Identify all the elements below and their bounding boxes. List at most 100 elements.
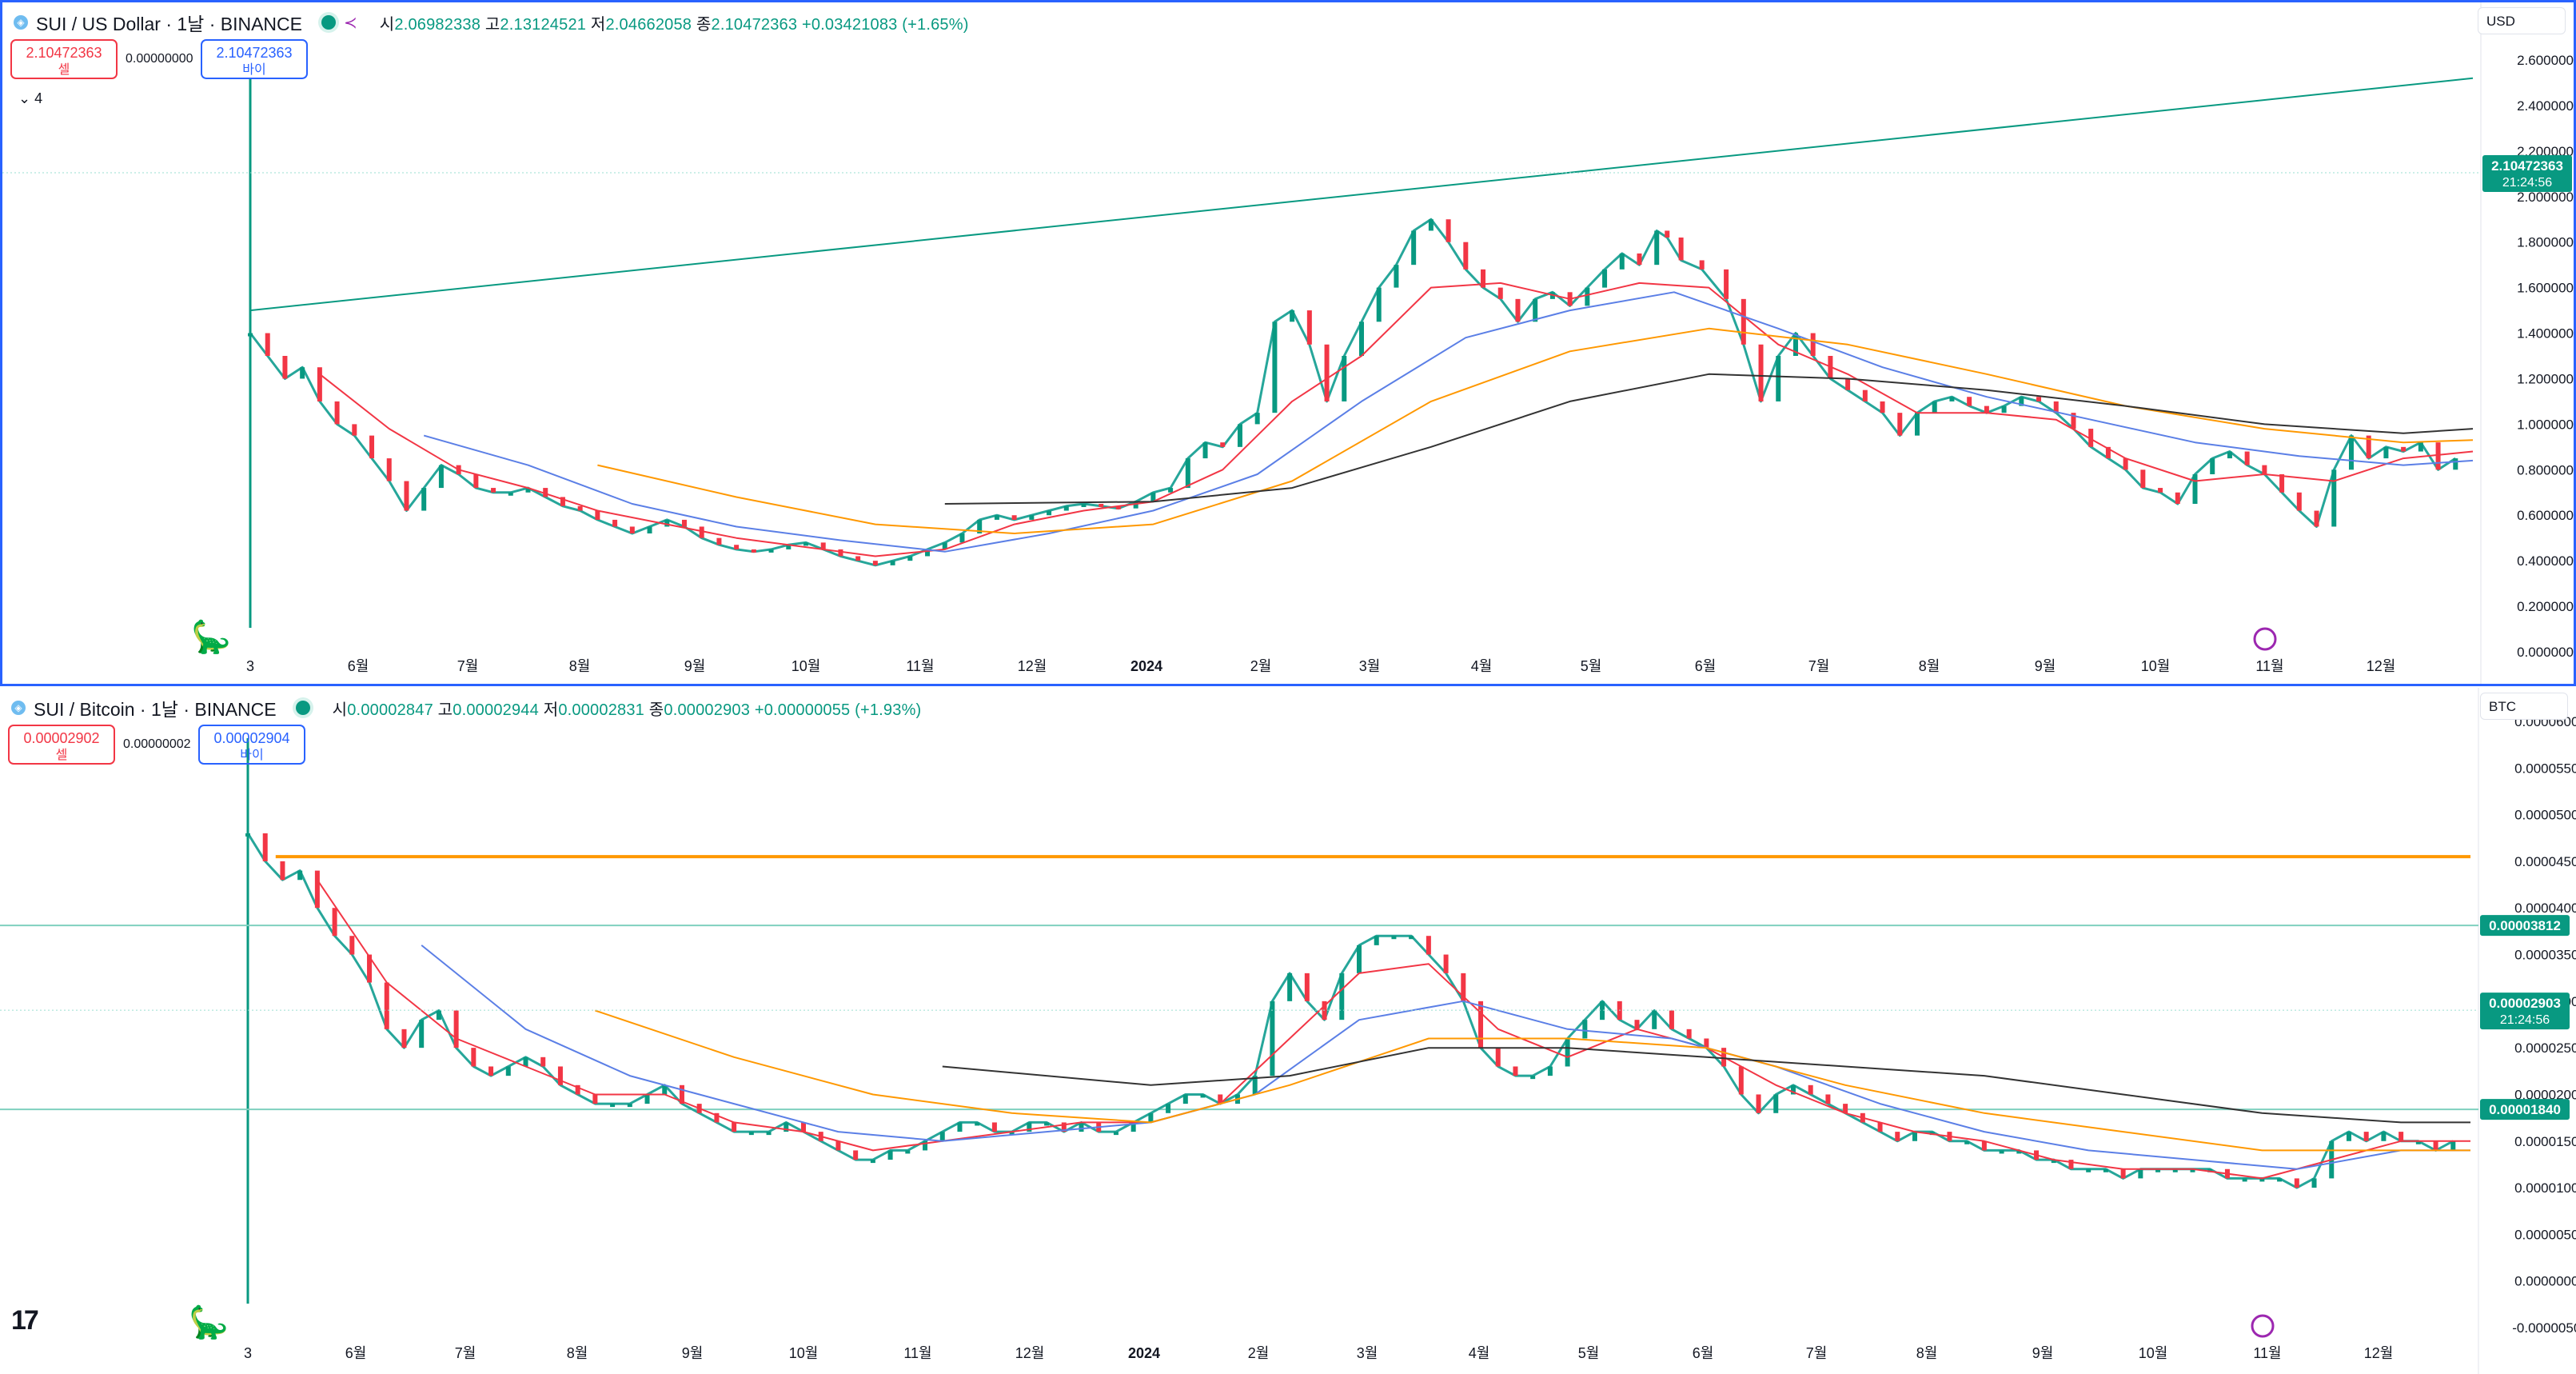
candle: [1306, 310, 1312, 345]
candle: [1304, 973, 1310, 1001]
candle: [2331, 469, 2337, 527]
series-line-price: [249, 218, 2457, 567]
candle: [2381, 1132, 2387, 1141]
y-tick-label: 0.40000000: [2517, 553, 2574, 569]
candle: [1287, 973, 1293, 1001]
candle: [2051, 1160, 2056, 1164]
x-tick-label: 7월: [1806, 1345, 1828, 1361]
candle: [1790, 1084, 1796, 1095]
x-tick-label: 4월: [1469, 1345, 1490, 1361]
chart-pane-usd[interactable]: 0.00000000 0.20000000 0.40000000 0.60000000…: [0, 0, 2576, 686]
market-status-icon[interactable]: [321, 15, 336, 30]
candle: [297, 870, 303, 881]
candle: [1079, 1122, 1084, 1132]
tradingview-logo[interactable]: 17: [11, 1305, 39, 1336]
x-tick-label: 9월: [2032, 1345, 2054, 1361]
candle: [401, 1029, 407, 1048]
x-tick-label: 8월: [569, 658, 591, 674]
currency-select[interactable]: USD: [2478, 7, 2566, 34]
candle: [2088, 429, 2094, 447]
candle: [751, 549, 756, 553]
y-tick-label: 2.60000000: [2517, 53, 2574, 68]
candle: [647, 526, 652, 533]
x-tick-label: 9월: [2035, 658, 2056, 674]
candle: [716, 537, 722, 545]
candle: [1678, 238, 1684, 261]
candle: [1999, 1150, 2004, 1154]
candle: [1497, 287, 1503, 299]
candle: [314, 870, 320, 909]
candle: [1792, 333, 1798, 356]
x-tick-label: 10월: [792, 658, 821, 674]
candle: [575, 1084, 580, 1095]
candle: [2140, 469, 2146, 489]
chart-canvas-usd[interactable]: 0.00000000 0.20000000 0.40000000 0.60000000…: [2, 2, 2574, 684]
series-line-ma-fast: [317, 879, 2470, 1180]
candle: [1602, 269, 1608, 288]
candle: [612, 519, 618, 527]
candle: [453, 1010, 459, 1048]
candle: [1182, 1094, 1188, 1104]
candle: [1200, 1094, 1206, 1098]
candle: [1081, 504, 1087, 507]
candle: [491, 488, 496, 493]
candle: [404, 481, 409, 511]
sell-button[interactable]: 2.10472363 셀: [10, 39, 118, 79]
candle: [870, 1160, 875, 1164]
candle: [1984, 405, 1989, 413]
candle: [1600, 1001, 1605, 1021]
candle: [2120, 1168, 2126, 1179]
x-tick-label: 12월: [2364, 1345, 2394, 1361]
candle: [1218, 1094, 1223, 1104]
x-tick-label: 3: [246, 658, 254, 674]
candle: [1478, 1001, 1484, 1048]
candle: [1428, 219, 1434, 231]
candle: [2311, 1178, 2317, 1188]
x-tick-label: 4월: [1471, 658, 1493, 674]
buy-button[interactable]: 0.00002904 바이: [198, 725, 305, 765]
sell-button[interactable]: 0.00002902 셀: [8, 725, 115, 765]
candle: [855, 556, 861, 561]
currency-select[interactable]: BTC: [2480, 693, 2568, 720]
y-tick-label: 0.20000000: [2517, 599, 2574, 614]
candle: [543, 488, 548, 497]
candle: [1202, 442, 1208, 459]
symbol-title[interactable]: SUI / Bitcoin · 1날 · BINANCE: [34, 699, 277, 720]
candle: [923, 1140, 928, 1151]
candle: [1272, 322, 1278, 413]
candle: [2086, 1168, 2092, 1172]
x-tick-label: 3월: [1359, 658, 1381, 674]
spread-value: 0.00000000: [126, 52, 193, 66]
candle: [1168, 488, 1174, 493]
candle: [421, 488, 427, 511]
symbol-title[interactable]: SUI / US Dollar · 1날 · BINANCE: [36, 14, 302, 34]
candle: [1843, 1104, 1848, 1113]
share-icon[interactable]: ≺: [344, 14, 357, 32]
candle: [1461, 973, 1466, 1001]
x-tick-label: 2024: [1128, 1345, 1160, 1361]
series-line-ma-mid: [421, 945, 2470, 1170]
candle: [1897, 413, 1903, 436]
candle: [2172, 1168, 2178, 1172]
y-tick-label: 1.20000000: [2517, 371, 2574, 386]
candle: [1339, 973, 1345, 1021]
candle: [2190, 1168, 2195, 1172]
candle: [1166, 1104, 1171, 1113]
last-price-badge: [2480, 993, 2570, 1030]
candle: [525, 488, 531, 493]
candle: [1376, 287, 1382, 322]
candle: [248, 333, 253, 337]
buy-button[interactable]: 2.10472363 바이: [201, 39, 308, 79]
candle: [662, 1084, 668, 1095]
candle: [1515, 298, 1521, 322]
candle: [1634, 1020, 1640, 1029]
indicator-toggle[interactable]: ⌄ 4: [12, 89, 50, 109]
candle: [679, 1084, 684, 1104]
market-status-icon[interactable]: [295, 701, 310, 715]
x-tick-label: 7월: [1808, 658, 1830, 674]
series-line-ma-long: [942, 1047, 2470, 1124]
